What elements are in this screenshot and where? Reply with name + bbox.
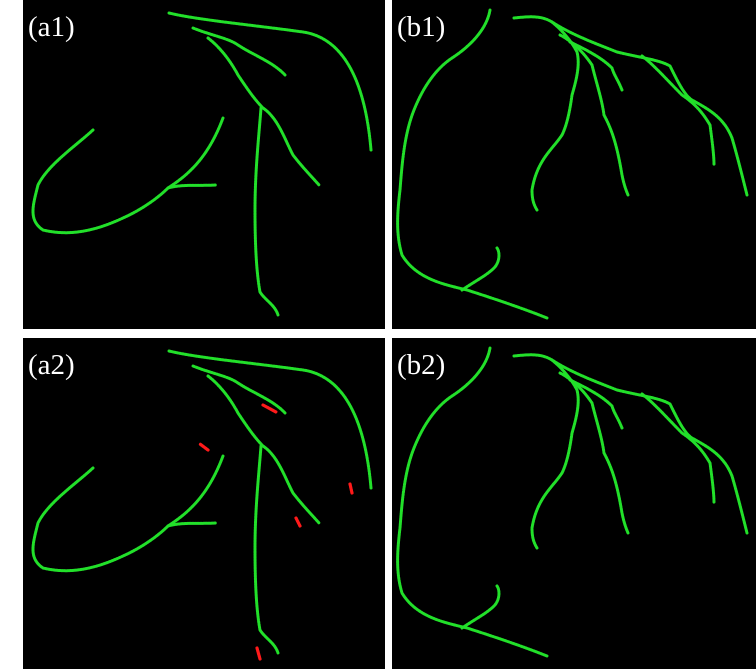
panel-b1: (b1)	[392, 0, 756, 329]
vessel-branch-4	[640, 392, 716, 505]
vessel-left-stub	[166, 521, 218, 528]
vessel-branch-2	[558, 33, 630, 197]
vessel-branch-1	[530, 20, 580, 212]
panel-label-b1: (b1)	[397, 11, 446, 43]
vessel-tip-marker	[294, 516, 302, 528]
vessel-tree-b1	[396, 8, 749, 320]
panel-b2: (b2)	[392, 338, 756, 669]
vessel-main-trunk	[167, 11, 373, 152]
vessel-branch-4	[640, 54, 716, 167]
panel-a2: (a2)	[23, 338, 385, 669]
vessel-tip-marker	[255, 646, 262, 661]
vessel-left-loop	[31, 454, 225, 573]
vessel-branch-2	[558, 371, 630, 535]
vessel-tree-b2	[396, 346, 749, 658]
vessel-branch-middle	[206, 36, 321, 187]
vessel-top-trunk	[512, 15, 749, 197]
panel-a1: (a1)	[23, 0, 385, 329]
vessel-descending	[253, 444, 280, 655]
vessel-left-stub	[460, 584, 501, 630]
vessel-top-trunk	[512, 353, 749, 535]
panel-label-a2: (a2)	[28, 349, 75, 381]
vessel-tree-a2	[31, 349, 373, 661]
vessel-left-stub	[166, 183, 218, 190]
vessel-branch-3	[568, 40, 624, 92]
vessel-left-arc	[396, 346, 549, 658]
vessel-tip-marker	[261, 403, 278, 414]
vessel-left-loop	[31, 116, 225, 235]
vessel-main-trunk	[167, 349, 373, 490]
vessel-branch-1	[530, 358, 580, 550]
vessel-branch-upper	[191, 364, 287, 415]
vessel-descending	[253, 106, 280, 317]
panel-label-a1: (a1)	[28, 11, 75, 43]
vessel-tree-a1	[31, 11, 373, 317]
panel-label-b2: (b2)	[397, 349, 446, 381]
vessel-tip-marker	[348, 482, 354, 495]
vessel-branch-3	[568, 378, 624, 430]
vessel-branch-middle	[206, 374, 321, 525]
vessel-left-stub	[460, 246, 501, 292]
vessel-branch-upper	[191, 26, 287, 77]
vessel-tip-marker	[198, 442, 210, 452]
vessel-left-arc	[396, 8, 549, 320]
